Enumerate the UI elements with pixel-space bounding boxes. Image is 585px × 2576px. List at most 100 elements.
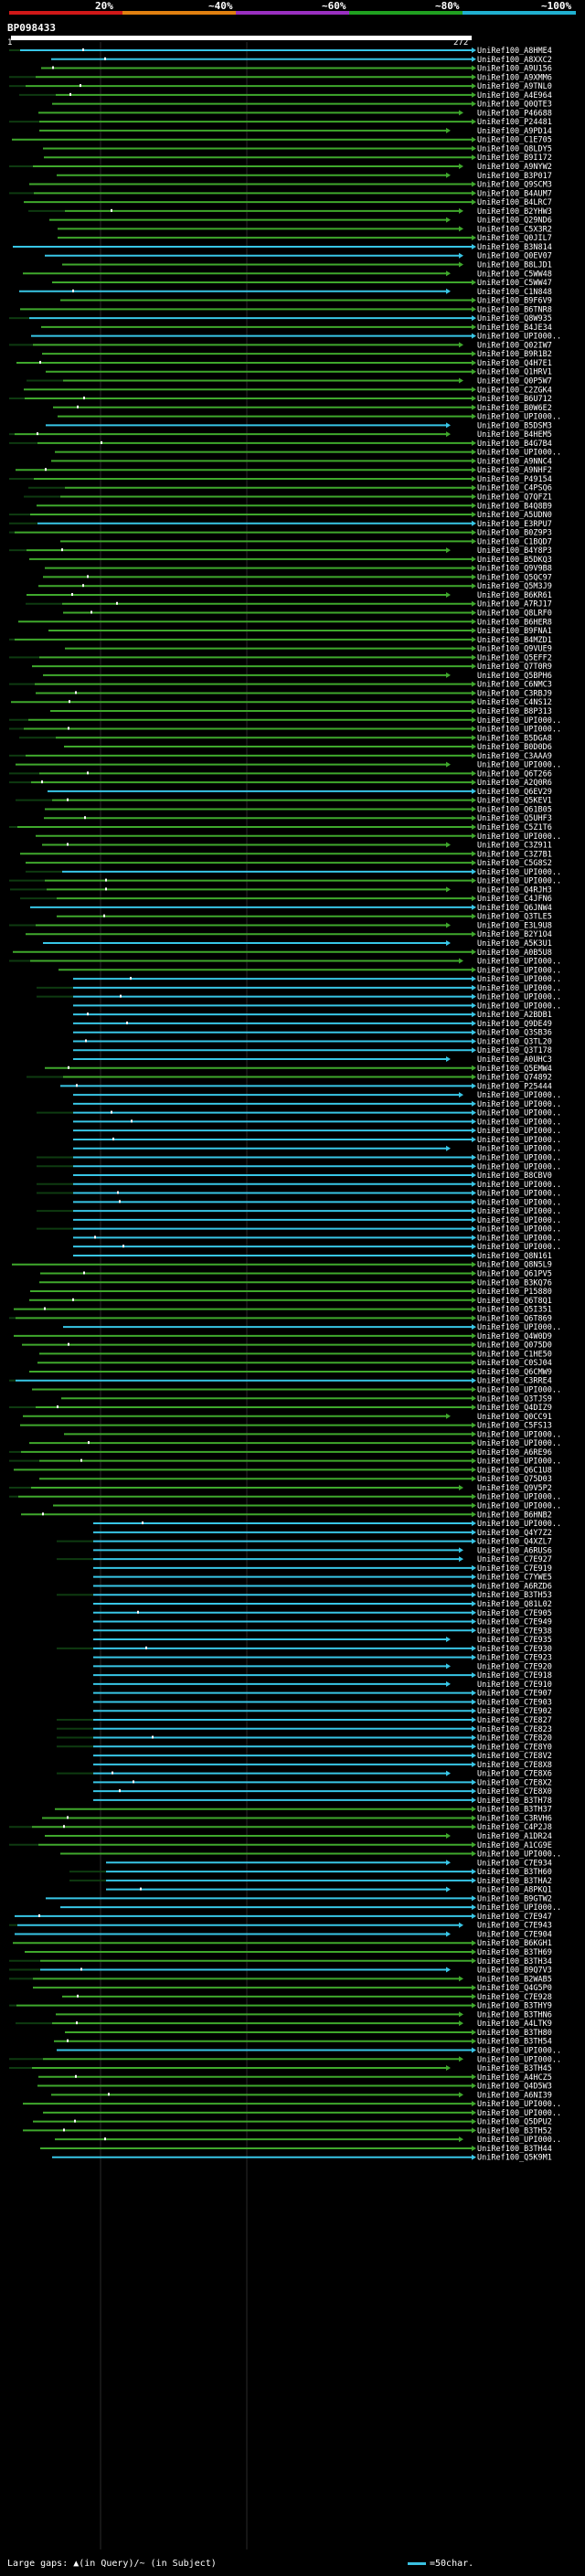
- hit-label[interactable]: UniRef100_Q5QC97: [477, 573, 552, 582]
- hit-label[interactable]: UniRef100_A2Q0R6: [477, 779, 552, 788]
- hit-label[interactable]: UniRef100_B3TH60: [477, 1868, 552, 1877]
- hit-label[interactable]: UniRef100_UPI000..: [477, 1127, 561, 1136]
- hit-label[interactable]: UniRef100_B4MZD1: [477, 636, 552, 645]
- hit-label[interactable]: UniRef100_B6HNB2: [477, 1511, 552, 1520]
- hit-label[interactable]: UniRef100_UPI000..: [477, 1118, 561, 1127]
- hit-label[interactable]: UniRef100_Q6JNW4: [477, 904, 552, 913]
- hit-label[interactable]: UniRef100_A9NHF2: [477, 466, 552, 475]
- hit-label[interactable]: UniRef100_C3Z911: [477, 842, 552, 851]
- hit-label[interactable]: UniRef100_A6RUS6: [477, 1546, 552, 1555]
- hit-label[interactable]: UniRef100_Q6T869: [477, 1314, 552, 1323]
- hit-label[interactable]: UniRef100_UPI000..: [477, 1430, 561, 1439]
- hit-label[interactable]: UniRef100_Q8W935: [477, 314, 552, 323]
- hit-label[interactable]: UniRef100_B4LRC7: [477, 198, 552, 207]
- hit-label[interactable]: UniRef100_C6NMC3: [477, 681, 552, 690]
- hit-label[interactable]: UniRef100_C7E902: [477, 1707, 552, 1716]
- hit-label[interactable]: UniRef100_A4HCZ5: [477, 2073, 552, 2083]
- hit-label[interactable]: UniRef100_UPI000..: [477, 1136, 561, 1145]
- hit-label[interactable]: UniRef100_A0B5U8: [477, 949, 552, 958]
- hit-label[interactable]: UniRef100_B3TH52: [477, 2126, 552, 2136]
- hit-label[interactable]: UniRef100_B3TH80: [477, 2029, 552, 2038]
- hit-label[interactable]: UniRef100_P24481: [477, 118, 552, 127]
- hit-label[interactable]: UniRef100_Q4W0D9: [477, 1332, 552, 1341]
- hit-label[interactable]: UniRef100_Q6C1U8: [477, 1466, 552, 1475]
- hit-label[interactable]: UniRef100_B3P017: [477, 172, 552, 181]
- hit-label[interactable]: UniRef100_UPI000..: [477, 449, 561, 458]
- hit-label[interactable]: UniRef100_A4E964: [477, 91, 552, 101]
- hit-label[interactable]: UniRef100_Q0JIL7: [477, 234, 552, 243]
- hit-label[interactable]: UniRef100_UPI000..: [477, 1002, 561, 1011]
- hit-label[interactable]: UniRef100_A9TNL0: [477, 82, 552, 91]
- hit-label[interactable]: UniRef100_C7E8X8: [477, 1761, 552, 1770]
- hit-label[interactable]: UniRef100_Q6T8Q1: [477, 1297, 552, 1306]
- hit-label[interactable]: UniRef100_Q9DE49: [477, 1020, 552, 1029]
- hit-label[interactable]: UniRef100_C7E935: [477, 1636, 552, 1645]
- hit-label[interactable]: UniRef100_C5G8S2: [477, 859, 552, 868]
- hit-label[interactable]: UniRef100_C7E823: [477, 1725, 552, 1734]
- hit-label[interactable]: UniRef100_UPI000..: [477, 1225, 561, 1235]
- hit-label[interactable]: UniRef100_C7E905: [477, 1609, 552, 1618]
- hit-label[interactable]: UniRef100_Q3T178: [477, 1046, 552, 1055]
- hit-label[interactable]: UniRef100_C7E923: [477, 1654, 552, 1663]
- hit-label[interactable]: UniRef100_Q7QFZ1: [477, 493, 552, 503]
- hit-label[interactable]: UniRef100_C7E947: [477, 1913, 552, 1922]
- hit-label[interactable]: UniRef100_Q9V9B8: [477, 565, 552, 574]
- hit-label[interactable]: UniRef100_B3TH78: [477, 1797, 552, 1806]
- hit-label[interactable]: UniRef100_Q0QTE3: [477, 101, 552, 110]
- hit-label[interactable]: UniRef100_Q6CMW9: [477, 1368, 552, 1377]
- hit-label[interactable]: UniRef100_Q8LRF0: [477, 610, 552, 619]
- hit-label[interactable]: UniRef100_B8CBV0: [477, 1171, 552, 1181]
- hit-label[interactable]: UniRef100_C7E943: [477, 1922, 552, 1931]
- hit-label[interactable]: UniRef100_Q7T0R9: [477, 663, 552, 672]
- hit-label[interactable]: UniRef100_B9FNA1: [477, 627, 552, 636]
- hit-label[interactable]: UniRef100_B4JE34: [477, 323, 552, 333]
- hit-label[interactable]: UniRef100_C4NS12: [477, 698, 552, 707]
- hit-label[interactable]: UniRef100_B8P313: [477, 707, 552, 716]
- hit-label[interactable]: UniRef100_C7E918: [477, 1671, 552, 1680]
- hit-label[interactable]: UniRef100_C5WW48: [477, 270, 552, 279]
- hit-label[interactable]: UniRef100_Q0EV07: [477, 252, 552, 261]
- hit-label[interactable]: UniRef100_Q6EV29: [477, 788, 552, 797]
- hit-label[interactable]: UniRef100_UPI000..: [477, 1439, 561, 1448]
- hit-label[interactable]: UniRef100_B3THA2: [477, 1877, 552, 1886]
- hit-label[interactable]: UniRef100_UPI000..: [477, 1458, 561, 1467]
- hit-label[interactable]: UniRef100_B3TH37: [477, 1806, 552, 1815]
- hit-label[interactable]: UniRef100_C5FS13: [477, 1422, 552, 1431]
- hit-label[interactable]: UniRef100_B9Q7V3: [477, 1966, 552, 1976]
- hit-label[interactable]: UniRef100_UPI000..: [477, 1162, 561, 1171]
- hit-label[interactable]: UniRef100_Q0P5W7: [477, 376, 552, 386]
- hit-label[interactable]: UniRef100_UPI000..: [477, 1234, 561, 1243]
- hit-label[interactable]: UniRef100_A9XMM6: [477, 73, 552, 82]
- hit-label[interactable]: UniRef100_UPI000..: [477, 1386, 561, 1395]
- hit-label[interactable]: UniRef100_A1DR24: [477, 1832, 552, 1841]
- hit-label[interactable]: UniRef100_B6U712: [477, 395, 552, 404]
- hit-label[interactable]: UniRef100_C7E930: [477, 1645, 552, 1654]
- hit-label[interactable]: UniRef100_Q4DIZ9: [477, 1404, 552, 1413]
- hit-label[interactable]: UniRef100_Q5UHF3: [477, 814, 552, 823]
- hit-label[interactable]: UniRef100_A2BDB1: [477, 1011, 552, 1020]
- hit-label[interactable]: UniRef100_C7E827: [477, 1716, 552, 1725]
- hit-label[interactable]: UniRef100_A7RJ17: [477, 600, 552, 610]
- hit-label[interactable]: UniRef100_UPI000..: [477, 993, 561, 1002]
- hit-label[interactable]: UniRef100_UPI000..: [477, 1520, 561, 1529]
- hit-label[interactable]: UniRef100_Q02IW7: [477, 341, 552, 350]
- hit-label[interactable]: UniRef100_B0W6E2: [477, 404, 552, 413]
- hit-label[interactable]: UniRef100_Q4D5W3: [477, 2083, 552, 2092]
- hit-label[interactable]: UniRef100_A6RZD6: [477, 1582, 552, 1591]
- hit-label[interactable]: UniRef100_Q5EFF2: [477, 653, 552, 663]
- hit-label[interactable]: UniRef100_E3RPU7: [477, 520, 552, 529]
- hit-label[interactable]: UniRef100_B3TH53: [477, 1591, 552, 1600]
- hit-label[interactable]: UniRef100_C7E920: [477, 1662, 552, 1671]
- hit-label[interactable]: UniRef100_A5UDN0: [477, 511, 552, 520]
- hit-label[interactable]: UniRef100_Q6T266: [477, 769, 552, 779]
- hit-label[interactable]: UniRef100_B4AUM7: [477, 189, 552, 198]
- hit-label[interactable]: UniRef100_C1E705: [477, 136, 552, 145]
- hit-label[interactable]: UniRef100_Q5KEV1: [477, 797, 552, 806]
- hit-label[interactable]: UniRef100_A8PKQ1: [477, 1886, 552, 1895]
- hit-label[interactable]: UniRef100_Q61B05: [477, 805, 552, 814]
- hit-label[interactable]: UniRef100_B2WAB5: [477, 1975, 552, 1984]
- hit-label[interactable]: UniRef100_Q4Y7Z2: [477, 1529, 552, 1538]
- hit-label[interactable]: UniRef100_Q81L02: [477, 1600, 552, 1609]
- hit-label[interactable]: UniRef100_C1N848: [477, 288, 552, 297]
- hit-label[interactable]: UniRef100_UPI000..: [477, 877, 561, 886]
